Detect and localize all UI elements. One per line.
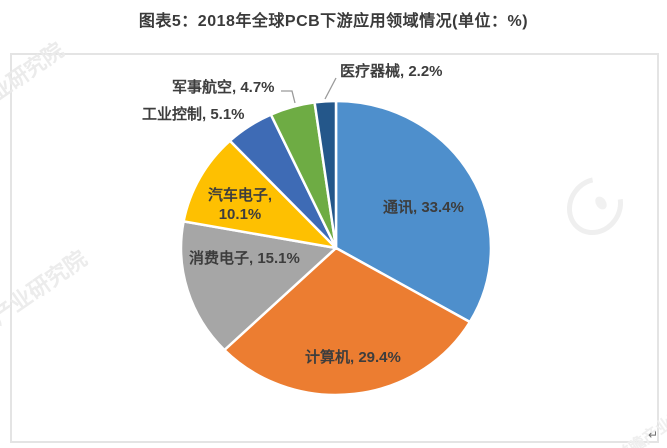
pie-slice-label: 计算机, 29.4% (305, 349, 401, 366)
pie-slice-2 (179, 220, 338, 352)
label-leader-line-0 (281, 90, 296, 104)
pie-slice-label: 军事航空, 4.7% (172, 79, 275, 96)
pie-slice-label: 工业控制, 5.1% (142, 106, 245, 123)
pie-slice-3 (182, 139, 338, 250)
pie-slice-label: 汽车电子, 10.1% (207, 187, 273, 223)
pie-slice-label: 医疗器械, 2.2% (340, 63, 443, 80)
return-mark: ↵ (648, 428, 659, 442)
label-leader-line-1 (324, 77, 337, 100)
pie-slice-6 (313, 99, 338, 250)
pie-slice-0 (334, 99, 493, 324)
chart-title: 图表5：2018年全球PCB下游应用领域情况(单位：%) (138, 13, 529, 30)
pie-slice-label: 通讯, 33.4% (383, 199, 464, 216)
plot-area-border (10, 53, 659, 443)
pie-slice-1 (223, 246, 472, 397)
pie-slice-label: 消费电子, 15.1% (189, 250, 300, 267)
